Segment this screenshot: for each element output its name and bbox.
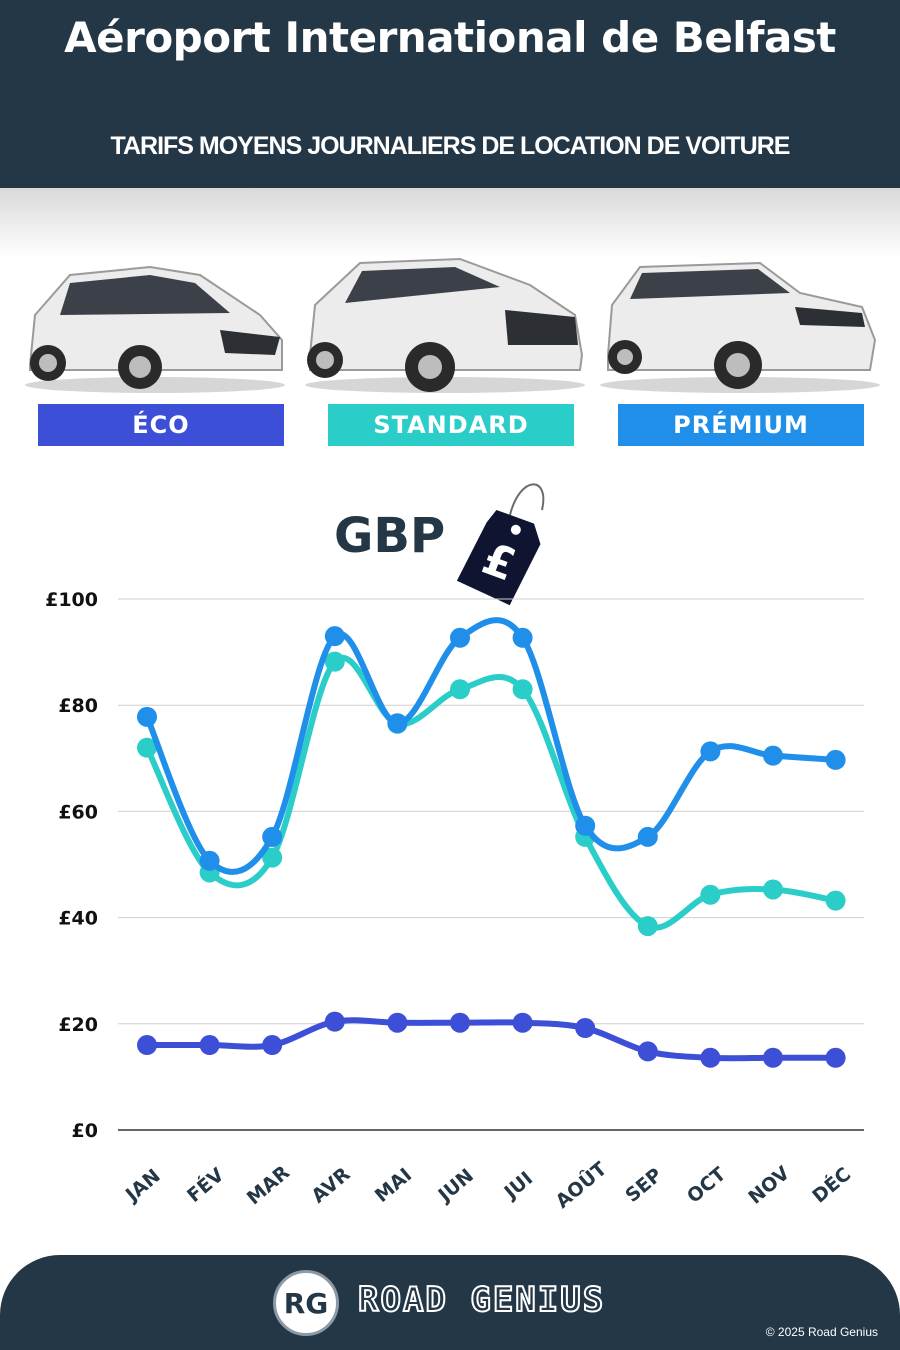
data-point-premium [575, 815, 596, 836]
brand-name: ROAD GENIUS [357, 1279, 606, 1321]
data-point-standard [324, 651, 345, 672]
data-point-standard [825, 890, 846, 911]
car-illustrations [25, 257, 880, 393]
data-point-eco [763, 1047, 783, 1068]
x-tick-label: DÉC [808, 1162, 855, 1207]
data-point-eco [512, 1012, 533, 1033]
x-tick-label: MAI [371, 1164, 416, 1207]
y-tick-label: £100 [45, 589, 98, 611]
data-point-premium [700, 741, 721, 762]
badge-premium: PRÉMIUM [618, 404, 864, 446]
page-title: Aéroport International de Belfast [64, 13, 836, 62]
copyright-text: © 2025 Road Genius [765, 1325, 878, 1339]
data-point-eco [387, 1012, 408, 1033]
data-point-eco [637, 1041, 658, 1062]
badge-standard-label: STANDARD [373, 411, 529, 439]
data-point-eco [262, 1035, 283, 1056]
series-line-eco [144, 1017, 839, 1062]
price-tag-icon: £ [456, 483, 545, 606]
y-tick-label: £40 [58, 908, 98, 930]
premium-car-image [600, 261, 880, 393]
x-tick-label: JAN [120, 1165, 165, 1207]
x-tick-label: FÉV [182, 1163, 228, 1207]
y-tick-label: £80 [58, 695, 98, 717]
page-subtitle: TARIFS MOYENS JOURNALIERS DE LOCATION DE… [110, 132, 791, 160]
currency-label: GBP [334, 508, 446, 564]
footer-bar [0, 1255, 900, 1350]
x-tick-label: AOÛT [550, 1156, 611, 1212]
data-point-premium [324, 626, 345, 647]
badge-eco-label: ÉCO [132, 411, 190, 439]
header-shadow [0, 188, 900, 258]
data-point-eco [450, 1012, 470, 1033]
data-point-eco [199, 1035, 220, 1056]
data-point-standard [700, 884, 721, 905]
data-point-premium [450, 627, 470, 648]
data-point-premium [763, 745, 783, 766]
data-point-standard [637, 916, 658, 937]
data-point-eco [825, 1047, 846, 1068]
badge-eco: ÉCO [38, 404, 284, 446]
data-point-standard [763, 879, 783, 900]
data-point-standard [512, 679, 533, 700]
x-tick-label: NOV [744, 1162, 794, 1209]
badge-standard: STANDARD [328, 404, 574, 446]
y-tick-label: £60 [58, 801, 98, 823]
data-point-premium [137, 706, 157, 727]
logo-text: RG [283, 1286, 329, 1320]
data-point-premium [825, 749, 846, 770]
x-tick-label: SEP [621, 1164, 666, 1207]
y-tick-label: £20 [58, 1014, 98, 1036]
data-point-premium [199, 850, 220, 871]
header-banner: Aéroport International de Belfast TARIFS… [0, 0, 900, 188]
y-tick-label: £0 [72, 1120, 98, 1142]
eco-car-image [25, 265, 285, 393]
x-tick-label: OCT [683, 1163, 730, 1208]
data-point-premium [387, 713, 408, 734]
x-tick-label: JUI [499, 1167, 537, 1204]
data-point-eco [137, 1035, 157, 1056]
x-tick-label: JUN [433, 1165, 478, 1208]
series-line-premium [144, 617, 839, 875]
x-tick-label: AVR [307, 1163, 354, 1208]
data-point-standard [262, 847, 283, 868]
data-point-eco [700, 1047, 721, 1068]
data-point-premium [637, 826, 658, 847]
badge-premium-label: PRÉMIUM [673, 411, 809, 439]
standard-car-image [305, 257, 585, 393]
series-line-standard [144, 655, 839, 931]
road-genius-logo: RG [273, 1270, 339, 1336]
data-point-eco [324, 1011, 345, 1032]
data-point-standard [450, 679, 470, 700]
data-point-premium [262, 826, 283, 847]
data-point-standard [137, 737, 157, 758]
data-point-eco [575, 1018, 596, 1039]
data-point-premium [512, 627, 533, 648]
x-tick-label: MAR [243, 1161, 294, 1209]
